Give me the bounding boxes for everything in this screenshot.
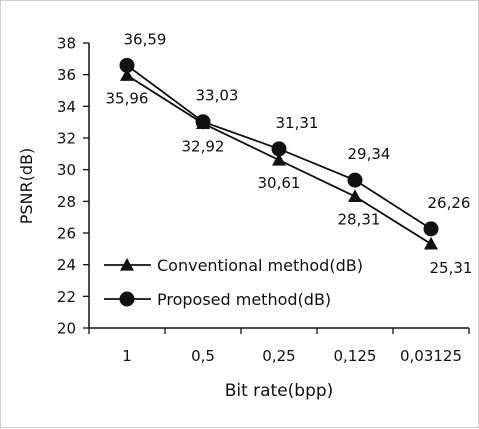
x-tick-label: 0,03125 [400, 347, 462, 365]
data-point-triangle [348, 189, 362, 203]
data-point-circle [271, 141, 287, 157]
data-point-circle [195, 114, 211, 130]
y-tick-label: 20 [57, 320, 76, 338]
legend: Conventional method(dB) Proposed method(d… [104, 256, 363, 309]
data-point-circle [347, 172, 363, 188]
data-label-circle: 31,31 [276, 114, 319, 132]
series-layer [119, 57, 439, 250]
data-label-circle: 33,03 [196, 87, 239, 105]
legend-label: Conventional method(dB) [157, 256, 363, 275]
y-tick-label: 38 [57, 35, 76, 53]
data-point-triangle [120, 68, 134, 81]
data-label-triangle: 25,31 [430, 259, 473, 277]
y-tick-label: 24 [57, 256, 76, 274]
x-tick-label: 1 [122, 347, 132, 365]
x-tick-label: 0,125 [334, 347, 377, 365]
y-tick-label: 36 [57, 66, 76, 84]
data-point-circle [423, 221, 439, 237]
y-tick-label: 30 [57, 161, 76, 179]
data-point-triangle [272, 153, 286, 166]
legend-marker-triangle [120, 258, 134, 271]
data-label-triangle: 35,96 [106, 89, 149, 107]
data-label-circle: 36,59 [124, 30, 167, 48]
data-label-triangle: 28,31 [338, 210, 381, 228]
y-tick-label: 22 [57, 288, 76, 306]
data-label-triangle: 32,92 [182, 137, 225, 155]
x-ticks: 1 0,5 0,25 0,125 0,03125 [88, 328, 470, 365]
x-tick-label: 0,25 [262, 347, 295, 365]
legend-label: Proposed method(dB) [157, 290, 331, 309]
legend-marker-circle [119, 291, 135, 307]
x-tick-label: 0,5 [191, 347, 215, 365]
data-label-circle: 26,26 [428, 194, 471, 212]
data-labels: 35,96 32,92 30,61 28,31 25,31 36,59 33,03 31,31… [106, 30, 473, 277]
data-label-circle: 29,34 [348, 145, 391, 163]
data-point-triangle [424, 236, 438, 250]
y-axis-title: PSNR(dB) [17, 148, 36, 225]
y-tick-label: 32 [57, 130, 76, 148]
data-point-circle [119, 57, 135, 73]
y-tick-label: 28 [57, 193, 76, 211]
y-ticks: 20 22 24 26 28 30 32 34 36 38 [57, 35, 89, 338]
y-tick-label: 34 [57, 98, 76, 116]
axes [88, 43, 469, 329]
x-axis-title: Bit rate(bpp) [225, 381, 334, 401]
y-tick-label: 26 [57, 225, 76, 243]
data-label-triangle: 30,61 [258, 174, 301, 192]
